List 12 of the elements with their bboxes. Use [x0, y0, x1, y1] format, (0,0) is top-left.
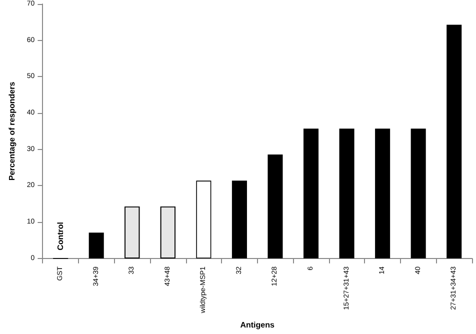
bar	[88, 232, 104, 258]
bar	[303, 128, 319, 258]
bar	[446, 24, 462, 258]
bar	[375, 128, 390, 258]
x-axis-title: Antigens	[240, 320, 275, 330]
annotation: Control	[56, 222, 66, 250]
bar	[196, 180, 212, 258]
bar	[410, 128, 426, 258]
bar	[232, 180, 247, 258]
y-axis-title: Percentage of responders	[8, 81, 16, 181]
bar	[339, 128, 354, 258]
bar	[268, 154, 283, 258]
